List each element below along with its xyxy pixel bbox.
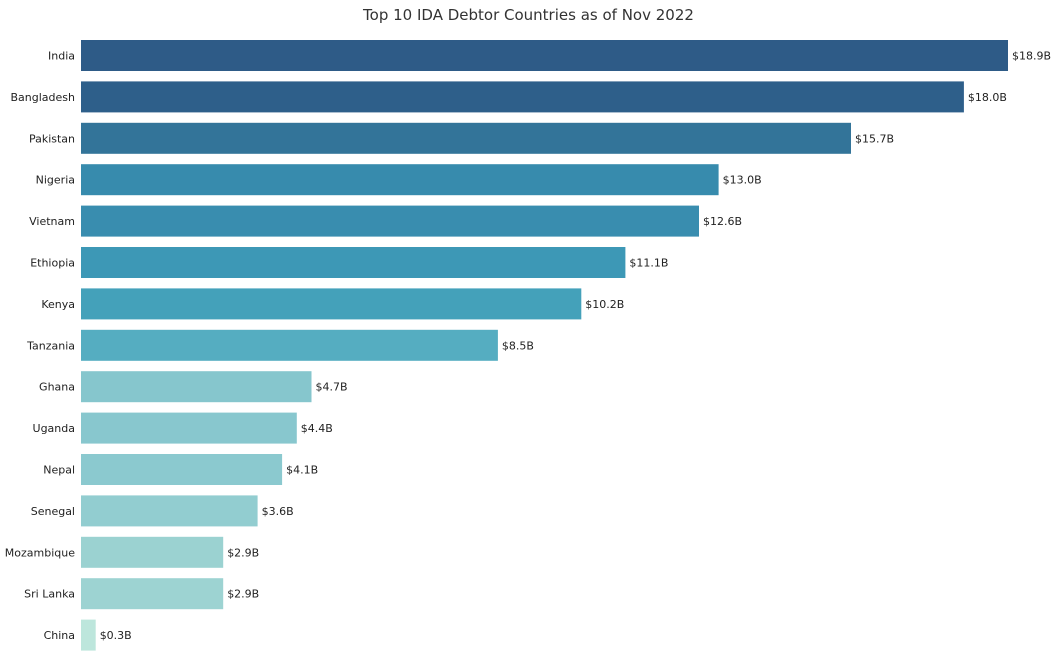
value-label: $2.9B [227,546,259,559]
bar-pakistan[interactable] [81,122,851,154]
bar-sri-lanka[interactable] [81,578,224,610]
bar-tanzania[interactable] [81,329,498,361]
category-label: Kenya [41,298,75,311]
category-label: Sri Lanka [24,588,75,601]
bar-mozambique[interactable] [81,536,224,568]
bar-nepal[interactable] [81,454,283,485]
bar-bangladesh[interactable] [81,81,964,113]
value-label: $18.0B [968,91,1007,104]
category-label: Nepal [43,464,75,477]
category-label: Vietnam [29,215,75,228]
value-label: $2.9B [227,588,259,601]
bar-ethiopia[interactable] [81,247,626,278]
value-label: $8.5B [502,339,534,352]
category-label: Bangladesh [11,91,76,104]
bar-india[interactable] [81,40,1008,71]
category-label: Mozambique [5,546,75,559]
bar-kenya[interactable] [81,288,582,320]
bar-nigeria[interactable] [81,164,719,196]
category-label: Ghana [39,381,75,394]
chart-title: Top 10 IDA Debtor Countries as of Nov 20… [363,6,694,24]
category-label: Ethiopia [30,257,75,270]
value-label: $4.1B [286,464,318,477]
value-label: $15.7B [855,132,894,145]
value-label: $0.3B [100,629,132,642]
category-label: Nigeria [36,174,75,187]
category-label: China [44,629,75,642]
category-label: Tanzania [26,339,75,352]
value-label: $11.1B [629,257,668,270]
bar-ghana[interactable] [81,371,312,403]
bar-senegal[interactable] [81,495,258,527]
value-label: $12.6B [703,215,742,228]
bar-china[interactable] [81,619,96,651]
category-label: Uganda [33,422,75,435]
bar-uganda[interactable] [81,412,297,444]
value-label: $10.2B [585,298,624,311]
value-label: $4.4B [301,422,333,435]
category-label: Senegal [31,505,75,518]
bar-vietnam[interactable] [81,205,699,237]
value-label: $4.7B [316,381,348,394]
category-label: India [48,50,75,63]
value-label: $18.9B [1012,50,1051,63]
category-label: Pakistan [29,132,75,145]
value-label: $13.0B [723,174,762,187]
value-label: $3.6B [262,505,294,518]
